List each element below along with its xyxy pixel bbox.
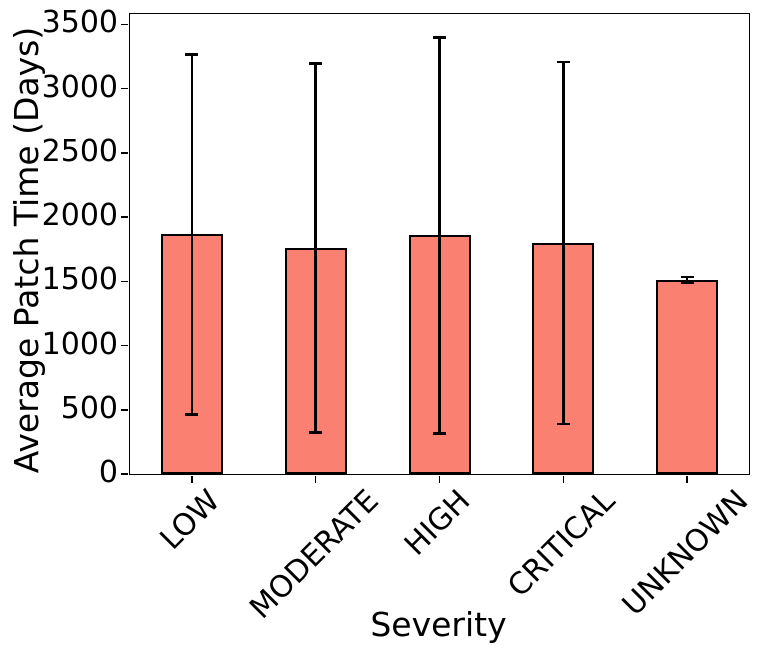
x-tick-label-text: CRITICAL bbox=[501, 483, 623, 605]
bar-unknown bbox=[656, 279, 719, 474]
error-bar-line bbox=[685, 277, 689, 283]
error-bar-cap bbox=[433, 36, 446, 39]
error-bar-cap bbox=[309, 62, 323, 65]
plot-area bbox=[121, 13, 750, 483]
y-tick-mark bbox=[121, 344, 128, 347]
x-tick-label-text: MODERATE bbox=[242, 483, 386, 626]
y-tick-label: 2500 bbox=[41, 133, 118, 169]
error-bar-cap bbox=[680, 281, 694, 284]
y-tick-mark bbox=[121, 23, 128, 26]
error-bar-cap bbox=[556, 422, 570, 426]
x-tick-mark bbox=[686, 476, 688, 483]
y-tick-label: 1000 bbox=[41, 326, 118, 362]
x-tick-mark bbox=[314, 476, 317, 483]
error-bar-cap bbox=[680, 275, 694, 279]
y-tick-mark bbox=[121, 216, 128, 218]
y-tick-mark bbox=[121, 87, 128, 90]
y-tick-mark bbox=[121, 280, 128, 282]
error-bar-cap bbox=[556, 60, 570, 64]
y-tick-label: 3000 bbox=[41, 69, 118, 105]
x-tick-label-text: HIGH bbox=[398, 483, 478, 563]
x-axis-label: Severity bbox=[370, 605, 507, 644]
error-bar-cap bbox=[309, 431, 323, 434]
error-bar-line bbox=[190, 54, 194, 415]
x-tick-mark bbox=[191, 476, 193, 483]
error-bar-line bbox=[314, 63, 317, 433]
y-axis-tick-labels: 0 500 1000 1500 2000 2500 3000 3500 bbox=[0, 8, 118, 488]
error-bar-cap bbox=[433, 432, 446, 435]
y-tick-label: 500 bbox=[60, 390, 118, 426]
y-tick-label: 0 bbox=[98, 455, 118, 490]
error-bar-cap bbox=[185, 413, 199, 416]
x-tick-label-text: LOW bbox=[153, 483, 227, 557]
y-tick-mark bbox=[121, 152, 128, 154]
y-tick-mark bbox=[121, 409, 128, 411]
y-tick-label: 3500 bbox=[41, 5, 118, 41]
x-tick-label-text: UNKNOWN bbox=[615, 483, 756, 623]
error-bar-line bbox=[562, 62, 565, 425]
error-bar-line bbox=[438, 37, 441, 434]
x-tick-mark bbox=[562, 476, 565, 483]
x-tick-mark bbox=[438, 476, 441, 483]
error-bar-cap bbox=[185, 53, 199, 56]
y-tick-label: 1500 bbox=[41, 262, 118, 298]
y-tick-label: 2000 bbox=[41, 198, 118, 234]
y-tick-mark bbox=[121, 473, 128, 475]
